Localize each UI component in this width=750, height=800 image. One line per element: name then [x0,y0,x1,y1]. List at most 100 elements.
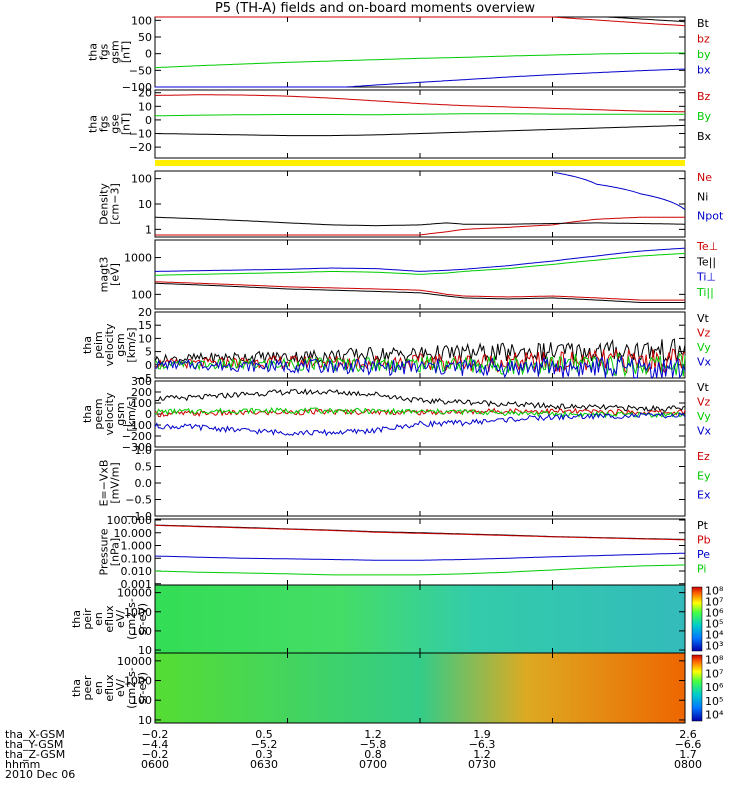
y-axis-label: eV/ [114,610,127,628]
y-tick-label: 10 [138,198,152,211]
series-line [154,52,685,69]
y-axis-label: velocity [103,323,116,366]
y-axis-label: [nPa] [109,538,122,566]
footer-z-0: −0.2 [141,748,169,761]
y-axis-label: tha [87,115,100,133]
y-tick-label: 10 [138,714,152,727]
legend-entry: Pi [697,563,706,576]
series-line [155,124,685,137]
footer-date: 2010 Dec 06 [5,768,76,781]
panel-8: 10⁸10⁷10⁶10⁵10⁴10³10000100010010thapeire… [70,584,724,657]
y-axis-label: sr-eV) [136,603,149,635]
legend-entry: Ti⊥ [696,271,716,284]
y-axis-label: en [92,612,105,626]
footer-y-1: −5.2 [250,738,278,751]
footer-x-1: 0.5 [255,728,273,741]
footer-label-x: tha_X-GSM [5,728,65,741]
footer-label-y: tha_Y-GSM [5,738,64,751]
series-line [154,552,685,561]
series-line [155,216,685,227]
footer-x-3: 1.9 [473,728,491,741]
y-tick-label: 100 [131,14,152,27]
series-line [154,564,686,576]
panel-frame [154,449,686,517]
series-line [155,524,685,541]
y-tick-label: 10000 [117,587,152,600]
footer-hhmm-2: 0700 [359,758,387,771]
y-axis-label: sr-eV) [136,672,149,704]
colorbar-tick-label: 10⁶ [705,606,724,619]
footer-hhmm-4: 0800 [674,758,702,771]
plot-title: P5 (TH-A) fields and on-board moments ov… [214,1,536,16]
y-axis-label: eV/ [114,679,127,697]
series-line [155,94,686,113]
series-line [154,411,686,437]
legend-entry: Vt [697,381,710,394]
legend-entry: Pe [697,548,710,561]
spectrogram [155,653,685,723]
y-tick-label: −5 [136,372,152,385]
series-line [154,407,686,418]
y-axis-label: gse [109,114,122,134]
panel-6: 1.0 0.5 0.0 −0.5 −1.0 E=−VxB[mV/m] Ez Ey Ex [98,444,711,523]
legend-entry: Vz [697,327,711,340]
y-tick-label: 0.010 [121,565,153,578]
legend-entry: Vy [697,410,711,423]
colorbar-tick-label: 10⁴ [705,709,724,722]
y-tick-label: −100 [122,81,152,94]
y-axis-label: tha [81,405,94,423]
legend-entry: Te⊥ [696,240,718,253]
legend-entry: Vy [697,341,711,354]
colorbar-tick-label: 10⁷ [705,667,723,680]
y-tick-label: −300 [122,441,152,454]
y-tick-label: 100 [131,397,152,410]
y-tick-label: 10000 [117,655,152,668]
series-line [155,406,686,419]
y-tick-label: 1.000 [121,540,153,553]
y-axis-label: fgs [98,43,111,60]
data-quality-band [155,160,685,166]
y-tick-label: 100.000 [107,514,153,527]
y-axis-label: [cm−3] [109,183,122,225]
legend-entry: Ex [697,489,711,502]
y-axis-label: peim [92,331,105,359]
y-tick-label: 0.100 [121,552,153,565]
footer-hhmm-0: 0600 [141,758,169,771]
y-axis-label: fgs [98,115,111,132]
panel-frame [154,170,686,238]
y-axis-label: peer [81,675,94,701]
colorbar-tick-label: 10⁴ [705,629,724,642]
legend-entry: Bt [697,17,710,30]
y-tick-label: 1000 [124,252,152,265]
panel-frame [154,16,686,88]
series-line [155,16,686,27]
y-axis-label: [nT] [120,113,133,135]
y-tick-label: 100 [131,625,152,638]
footer-z-2: 0.8 [364,748,382,761]
y-tick-label: 100 [131,173,152,186]
footer-y-0: −4.4 [141,738,169,751]
series-line [155,247,686,272]
y-tick-label: 1000 [124,675,152,688]
legend-entry: By [697,110,712,123]
legend-entry: Ti|| [696,286,714,299]
y-axis-label: [km/s] [125,396,138,431]
footer-label-z: tha_Z-GSM [5,748,66,761]
y-tick-label: 10 [138,644,152,657]
series-line [154,348,686,374]
series-line [155,113,685,117]
y-axis-label: tha [81,336,94,354]
y-tick-label: 1.0 [135,444,153,457]
legend-entry: bx [697,64,711,77]
footer-y-3: −6.3 [468,738,496,751]
legend-entry: Vx [697,425,712,438]
series-line [155,216,685,236]
y-tick-label: −200 [122,430,152,443]
legend-entry: bz [697,33,710,46]
y-axis-label: gsm [109,40,122,63]
series-line [154,252,686,276]
legend-entry: Ni [697,190,708,203]
y-axis-label: en [92,681,105,695]
